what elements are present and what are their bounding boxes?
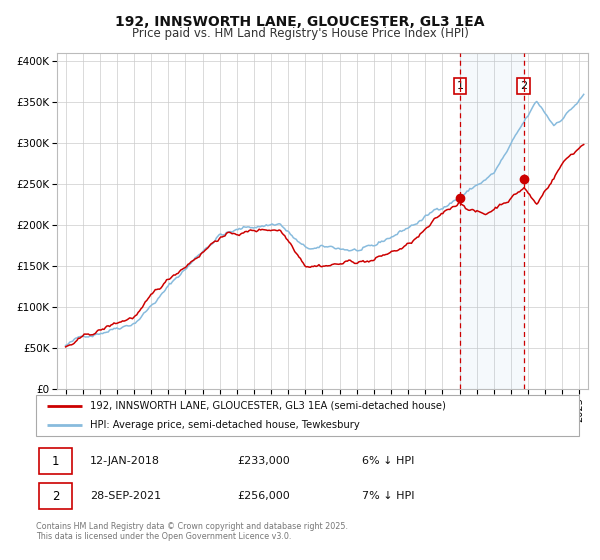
Text: 7% ↓ HPI: 7% ↓ HPI xyxy=(362,491,415,501)
Text: 1: 1 xyxy=(457,81,464,91)
Text: HPI: Average price, semi-detached house, Tewkesbury: HPI: Average price, semi-detached house,… xyxy=(91,419,360,430)
Text: Contains HM Land Registry data © Crown copyright and database right 2025.
This d: Contains HM Land Registry data © Crown c… xyxy=(36,522,348,542)
Text: £256,000: £256,000 xyxy=(237,491,290,501)
Bar xyxy=(39,483,73,509)
Text: Price paid vs. HM Land Registry's House Price Index (HPI): Price paid vs. HM Land Registry's House … xyxy=(131,27,469,40)
Text: 1: 1 xyxy=(52,455,59,468)
Text: £233,000: £233,000 xyxy=(237,456,290,466)
Text: 12-JAN-2018: 12-JAN-2018 xyxy=(91,456,160,466)
Text: 192, INNSWORTH LANE, GLOUCESTER, GL3 1EA: 192, INNSWORTH LANE, GLOUCESTER, GL3 1EA xyxy=(115,15,485,29)
Bar xyxy=(460,53,524,389)
Bar xyxy=(39,449,73,474)
Text: 2: 2 xyxy=(520,81,527,91)
Text: 28-SEP-2021: 28-SEP-2021 xyxy=(91,491,161,501)
Text: 2: 2 xyxy=(52,489,59,502)
Text: 6% ↓ HPI: 6% ↓ HPI xyxy=(362,456,414,466)
Text: 192, INNSWORTH LANE, GLOUCESTER, GL3 1EA (semi-detached house): 192, INNSWORTH LANE, GLOUCESTER, GL3 1EA… xyxy=(91,401,446,411)
